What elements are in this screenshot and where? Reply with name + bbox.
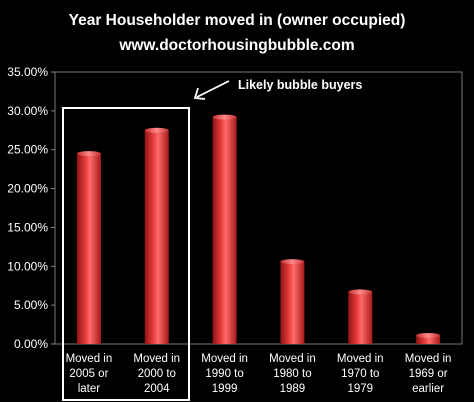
y-tick-label: 30.00%: [7, 104, 48, 118]
bar: [280, 259, 305, 344]
y-tick-label: 15.00%: [7, 220, 48, 234]
x-category-label: 1990 to: [205, 368, 243, 380]
bar-body: [212, 117, 237, 345]
bar: [212, 114, 237, 345]
plot-area: [54, 71, 463, 345]
x-category-label: Moved in: [201, 353, 248, 365]
y-tick-label: 10.00%: [7, 259, 48, 273]
bar: [76, 151, 101, 344]
y-tick-label: 5.00%: [14, 298, 48, 312]
x-category-label: Moved in: [133, 353, 180, 365]
x-category-label: 1999: [212, 383, 238, 395]
bar-cap: [76, 151, 101, 157]
x-category-label: 2004: [144, 383, 170, 395]
y-tick-label: 20.00%: [7, 182, 48, 196]
bar-body: [416, 335, 441, 344]
y-tick-label: 0.00%: [14, 337, 48, 351]
bar: [348, 289, 373, 344]
x-category-label: Moved in: [405, 353, 452, 365]
highlight-box: [62, 107, 190, 401]
chart-subtitle: www.doctorhousingbubble.com: [118, 37, 354, 54]
x-axis-labels: Moved in 2005 or later Moved in 2000 to 2004 M…: [66, 353, 452, 395]
x-category-label: 2000 to: [138, 368, 176, 380]
x-category-label: Moved in: [337, 353, 384, 365]
bar-cap: [144, 127, 169, 133]
bar-cap: [280, 259, 305, 265]
bar: [416, 332, 441, 344]
bars: [76, 114, 441, 345]
bar-body: [280, 261, 305, 344]
bar-body: [144, 130, 169, 344]
bar-body: [76, 153, 101, 344]
x-category-label: later: [78, 383, 101, 395]
chart-title: Year Householder moved in (owner occupie…: [69, 12, 406, 29]
x-category-label: 1970 to: [341, 368, 379, 380]
x-category-label: 1989: [280, 383, 306, 395]
y-axis: 0.00% 5.00% 10.00% 15.00% 20.00% 25.00% 30.00%…: [7, 65, 55, 351]
y-tick-label: 35.00%: [7, 65, 48, 79]
x-category-label: Moved in: [269, 353, 316, 365]
x-category-label: 1979: [347, 383, 373, 395]
annotation-text: Likely bubble buyers: [238, 78, 362, 92]
bar: [144, 127, 169, 344]
bar-cap: [416, 332, 441, 338]
x-category-label: earlier: [412, 383, 444, 395]
x-category-label: 1969 or: [409, 368, 448, 380]
bar-cap: [212, 114, 237, 120]
x-category-label: 2005 or: [69, 368, 108, 380]
y-tick-label: 25.00%: [7, 143, 48, 157]
bar-body: [348, 291, 373, 344]
bar-cap: [348, 289, 373, 295]
x-category-label: Moved in: [66, 353, 113, 365]
annotation-arrow: [193, 80, 230, 100]
x-category-label: 1980 to: [273, 368, 311, 380]
